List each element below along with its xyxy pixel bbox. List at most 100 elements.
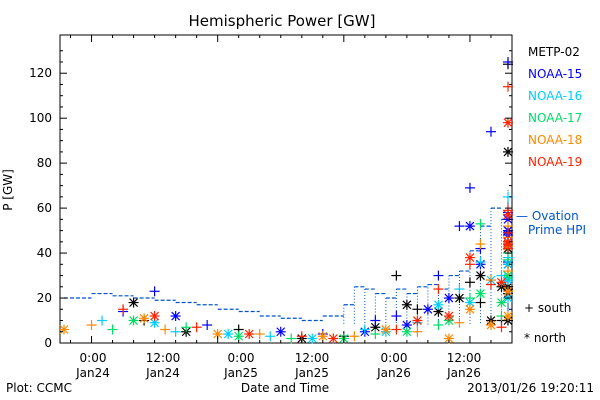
metp-02-north-d2 [402, 300, 412, 310]
x-tick-date-label: Jan25 [294, 366, 329, 380]
noaa-17-north-d2 [402, 327, 412, 337]
plot-frame [59, 34, 513, 344]
x-tick-time-label: 12:00 [146, 351, 181, 365]
noaa-15-north-d2 [423, 304, 433, 314]
noaa-18-south-point [475, 239, 486, 250]
y-tick-label: 20 [37, 291, 52, 305]
legend-metp-02: METP-02 [528, 45, 580, 59]
x-tick-time-label: 0:00 [80, 351, 107, 365]
metp-02-north-d2 [476, 271, 485, 280]
metp-02-north-point [401, 299, 412, 310]
noaa-18-north-d2 [381, 325, 391, 334]
noaa-15-south-point [391, 311, 402, 322]
x-tick-time-label: 12:00 [447, 351, 482, 365]
noaa-19-south-point [433, 284, 444, 295]
noaa-15-north-point [170, 311, 181, 322]
noaa-15-north-d2 [171, 311, 181, 321]
noaa-16-south-point [359, 324, 370, 335]
noaa-18-south-point [254, 329, 265, 340]
noaa-19-north-point [496, 277, 507, 288]
noaa-18-north-d2 [444, 334, 454, 343]
y-tick-label: 40 [37, 246, 52, 260]
noaa-18-south-point [160, 324, 171, 335]
noaa-16-north-point [433, 299, 444, 310]
metp-02-south-point [412, 304, 423, 315]
noaa-15-south-point [454, 221, 465, 232]
noaa-17-north-point [128, 315, 139, 326]
noaa-17-north-d2 [234, 331, 244, 341]
noaa-18-north-point [380, 324, 391, 335]
metp-02-south-point [464, 277, 475, 288]
noaa-15-north-d2 [402, 320, 412, 330]
noaa-18-north-point [139, 313, 150, 324]
noaa-16-north-d2 [307, 334, 317, 343]
noaa-19-north-d2 [465, 253, 475, 262]
noaa-16-south-point [475, 257, 486, 268]
plot-timestamp: 2013/01/26 19:20:11 [467, 381, 594, 395]
noaa-17-north-point [496, 297, 507, 308]
data-points [59, 56, 513, 344]
metp-02-north-d2 [503, 147, 513, 157]
legend-noaa-19: NOAA-19 [528, 155, 582, 169]
noaa-19-south-point [496, 322, 507, 333]
noaa-15-south-point [202, 320, 213, 331]
noaa-15-north-point [422, 304, 433, 315]
noaa-19-south-point [485, 279, 496, 290]
noaa-19-north-point [464, 252, 475, 263]
x-tick-time-label: 0:00 [381, 351, 408, 365]
noaa-19-north-d2 [412, 316, 422, 325]
noaa-17-south-point [181, 322, 192, 333]
noaa-19-north-d2 [497, 277, 506, 287]
noaa-18-north-d2 [213, 329, 223, 339]
noaa-16-south-point [454, 284, 465, 295]
y-tick-label: 100 [29, 111, 52, 125]
noaa-19-north-d2 [150, 311, 160, 321]
legend-noaa-15: NOAA-15 [528, 67, 582, 81]
metp-02-north-point [128, 297, 139, 308]
noaa-15-south-point [485, 126, 496, 137]
x-tick-date-label: Jan26 [446, 366, 481, 380]
noaa-17-south-point [370, 329, 381, 340]
noaa-18-north-d2 [486, 320, 496, 330]
legend-north-marker: * north [524, 331, 566, 345]
noaa-18-south-point [412, 326, 423, 337]
noaa-17-south-point [475, 218, 486, 229]
metp-02-south-point [391, 270, 402, 281]
noaa-16-south-point [170, 326, 181, 337]
y-axis-label: P [GW] [1, 169, 15, 211]
x-tick-date-label: Jan24 [145, 366, 180, 380]
noaa-16-north-point [307, 333, 318, 344]
noaa-15-south-point [149, 286, 160, 297]
metp-02-south-point [475, 297, 486, 308]
y-axis: 0 20 40 60 80 100 120 [29, 50, 512, 350]
legend-south-marker: + south [524, 301, 571, 315]
plot-credit: Plot: CCMC [6, 381, 72, 395]
noaa-18-north-point [485, 320, 496, 331]
noaa-18-north-point [503, 286, 513, 297]
noaa-17-north-d2 [129, 316, 139, 325]
metp-02-north-d2 [370, 322, 380, 332]
noaa-16-south-point [265, 331, 276, 342]
y-tick-label: 60 [37, 201, 52, 215]
noaa-19-south-point [503, 227, 513, 238]
metp-02-north-d2 [455, 293, 464, 303]
x-tick-date-label: Jan24 [75, 366, 110, 380]
noaa-18-south-point [454, 317, 465, 328]
noaa-16-north-d2 [433, 300, 443, 310]
noaa-18-north-point [317, 331, 328, 342]
noaa-17-north-point [475, 288, 486, 299]
y-tick-label: 120 [29, 66, 52, 80]
legend: METP-02 NOAA-15 NOAA-16 NOAA-17 NOAA-18 … [516, 45, 586, 345]
noaa-18-south-point [86, 320, 97, 331]
noaa-18-north-d2 [139, 313, 149, 323]
noaa-17-south-point [107, 324, 118, 335]
x-tick-date-label: Jan26 [376, 366, 411, 380]
x-tick-time-label: 12:00 [295, 351, 330, 365]
metp-02-north-point [475, 270, 486, 281]
legend-ovation-line1: — Ovation [516, 209, 579, 223]
legend-noaa-16: NOAA-16 [528, 89, 582, 103]
noaa-18-north-d2 [503, 286, 513, 296]
legend-noaa-18: NOAA-18 [528, 133, 582, 147]
noaa-19-north-d2 [328, 334, 338, 343]
